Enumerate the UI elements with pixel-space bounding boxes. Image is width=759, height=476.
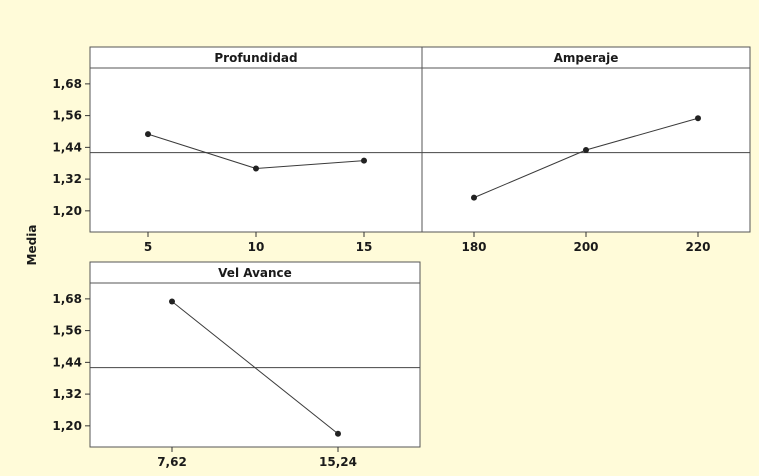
y-axis-label: Media <box>25 225 39 266</box>
x-tick-label: 7,62 <box>157 455 187 469</box>
x-tick-label: 5 <box>144 240 152 254</box>
y-tick-label: 1,68 <box>52 77 82 91</box>
y-tick-label: 1,56 <box>52 324 82 338</box>
y-tick-label: 1,44 <box>52 140 82 154</box>
y-tick-label: 1,32 <box>52 172 82 186</box>
y-tick-label: 1,44 <box>52 355 82 369</box>
y-tick-label: 1,68 <box>52 292 82 306</box>
data-point <box>145 131 151 138</box>
x-tick-label: 200 <box>573 240 598 254</box>
panel-title: Profundidad <box>214 51 297 65</box>
series-line <box>171 301 339 435</box>
data-point <box>583 147 589 153</box>
panel-vel-avance: Vel Avance 1,20 1,32 1,44 1,56 1,68 7,62 15,24 <box>52 261 421 469</box>
panel-profundidad: Profundidad 1,20 1,32 1,44 1,56 1,68 5 10 15 <box>52 46 423 254</box>
panel-title-strip <box>89 261 421 284</box>
y-tick-label: 1,32 <box>52 387 82 401</box>
panel-amperaje: Amperaje 180 200 220 <box>421 46 751 254</box>
data-point <box>253 165 259 172</box>
x-tick-label: 15,24 <box>319 455 357 469</box>
panel-frame <box>89 261 421 448</box>
x-tick-label: 15 <box>356 240 373 254</box>
panel-title: Amperaje <box>554 51 619 65</box>
y-tick-label: 1,20 <box>52 204 82 218</box>
x-tick-label: 10 <box>248 240 265 254</box>
panel-frame <box>89 46 423 233</box>
y-tick-label: 1,20 <box>52 419 82 433</box>
data-point <box>361 157 367 164</box>
panel-frame <box>421 46 751 233</box>
data-point <box>695 115 701 122</box>
panels-layer: Profundidad 1,20 1,32 1,44 1,56 1,68 5 10 15 Ampe… <box>52 46 751 469</box>
x-tick-label: 220 <box>685 240 710 254</box>
y-tick-label: 1,56 <box>52 109 82 123</box>
panel-title-strip <box>421 46 751 69</box>
x-tick-label: 180 <box>461 240 486 254</box>
data-point <box>169 298 175 305</box>
data-point <box>471 194 477 201</box>
data-point <box>335 430 341 437</box>
panel-title: Vel Avance <box>218 266 292 280</box>
